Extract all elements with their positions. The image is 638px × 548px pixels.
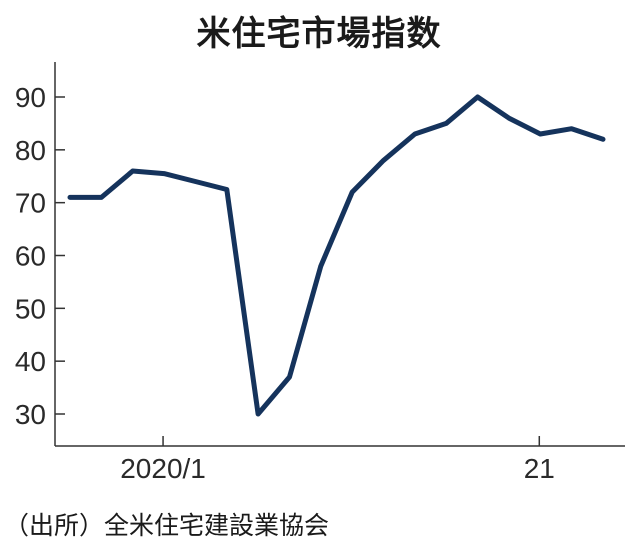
y-tick-label: 40	[15, 346, 46, 377]
x-tick-label: 2020/1	[120, 453, 206, 484]
x-tick-label: 21	[524, 453, 555, 484]
y-tick-label: 70	[15, 188, 46, 219]
x-axis-ticks: 2020/1 21	[120, 436, 555, 484]
source-note: （出所）全米住宅建設業協会	[4, 511, 330, 540]
series-line	[67, 94, 606, 417]
chart-title: 米住宅市場指数	[196, 14, 442, 54]
y-tick-label: 60	[15, 241, 46, 272]
y-axis-ticks: 30 40 50 60 70 80 90	[15, 82, 65, 430]
y-tick-label: 80	[15, 135, 46, 166]
chart-axes	[54, 62, 625, 447]
series-layer	[67, 94, 606, 417]
y-tick-label: 50	[15, 293, 46, 324]
y-tick-label: 90	[15, 82, 46, 113]
y-tick-label: 30	[15, 399, 46, 430]
